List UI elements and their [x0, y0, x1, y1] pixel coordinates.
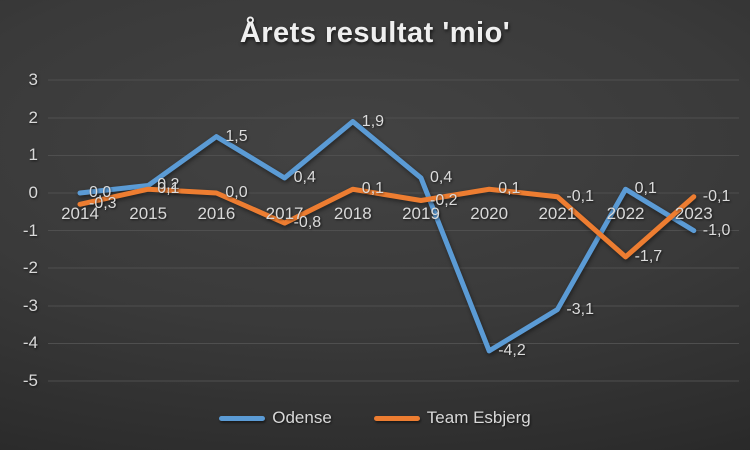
y-tick-label: 1 — [28, 145, 38, 165]
data-label: -0,3 — [89, 195, 117, 213]
data-label: 0,4 — [293, 168, 316, 186]
data-label: 0,0 — [89, 184, 112, 201]
y-tick-label: 0 — [28, 183, 38, 202]
data-label: -0,1 — [702, 187, 731, 205]
data-label: 0,4 — [430, 168, 453, 186]
data-label: -4,2 — [498, 341, 526, 359]
data-label: -0,8 — [293, 214, 322, 232]
x-category-label: 2017 — [265, 204, 304, 223]
odense-series-swatch — [219, 415, 266, 421]
x-category-label: 2016 — [197, 204, 236, 223]
y-tick-label: -4 — [22, 333, 38, 353]
data-label: -0,2 — [430, 191, 458, 209]
x-category-label: 2021 — [538, 204, 577, 223]
data-label: 0,1 — [361, 180, 385, 198]
team-esbjerg-line-series — [77, 186, 697, 260]
x-category-label: 2022 — [606, 204, 645, 223]
data-label: 0,2 — [157, 176, 180, 194]
data-label: 1,9 — [361, 112, 385, 130]
legend-item-odense[interactable]: Odense — [219, 408, 332, 428]
x-category-label: 2019 — [402, 204, 440, 223]
y-tick-label: -5 — [22, 371, 38, 390]
data-label: 1,5 — [225, 127, 248, 145]
data-label: 0,1 — [634, 180, 657, 198]
x-category-label: 2018 — [333, 204, 372, 223]
odense-line-series — [77, 119, 697, 354]
y-tick-label: 2 — [28, 107, 38, 127]
team-esbjerg-series-swatch — [373, 415, 420, 421]
y-tick-label: -2 — [22, 258, 38, 278]
y-tick-label: -3 — [22, 295, 38, 315]
x-category-label: 2014 — [61, 204, 99, 223]
legend: Odense Team Esbjerg — [0, 408, 750, 428]
data-label: 0,1 — [157, 180, 180, 198]
data-label: -0,1 — [566, 187, 594, 205]
legend-label-odense: Odense — [272, 408, 332, 427]
x-category-label: 2015 — [129, 204, 168, 223]
legend-label-team-esbjerg: Team Esbjerg — [426, 408, 531, 427]
data-label: -3,1 — [566, 300, 594, 318]
data-label: -1,0 — [702, 221, 731, 239]
y-tick-label: 3 — [28, 70, 38, 90]
x-category-label: 2020 — [470, 204, 509, 223]
chart-title: Årets resultat 'mio' — [239, 17, 511, 49]
data-label: 0,1 — [498, 180, 521, 198]
legend-item-team-esbjerg[interactable]: Team Esbjerg — [373, 408, 531, 428]
data-label: 0,0 — [225, 184, 248, 201]
y-tick-label: -1 — [22, 220, 38, 240]
data-label: -1,7 — [634, 247, 663, 265]
x-category-label: 2023 — [674, 204, 713, 223]
